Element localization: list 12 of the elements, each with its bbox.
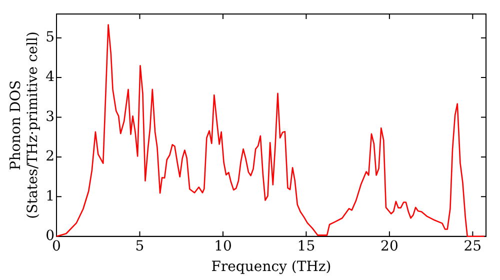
y-tick-label: 3	[46, 108, 55, 125]
x-tick-label: 20	[380, 238, 398, 254]
x-tick-label: 25	[464, 238, 482, 254]
x-tick-label: 15	[297, 238, 316, 254]
x-tick-label: 10	[214, 238, 232, 254]
y-tick-label: 1	[46, 188, 55, 204]
y-tick-label: 5	[46, 29, 55, 46]
x-axis-title: Frequency (THz)	[211, 259, 332, 276]
y-axis-title: Phonon DOS (States/THz·primitive cell)	[8, 32, 41, 219]
x-tick-label: 5	[135, 238, 144, 254]
y-tick-label: 2	[46, 148, 55, 165]
y-tick-label: 4	[46, 69, 55, 86]
